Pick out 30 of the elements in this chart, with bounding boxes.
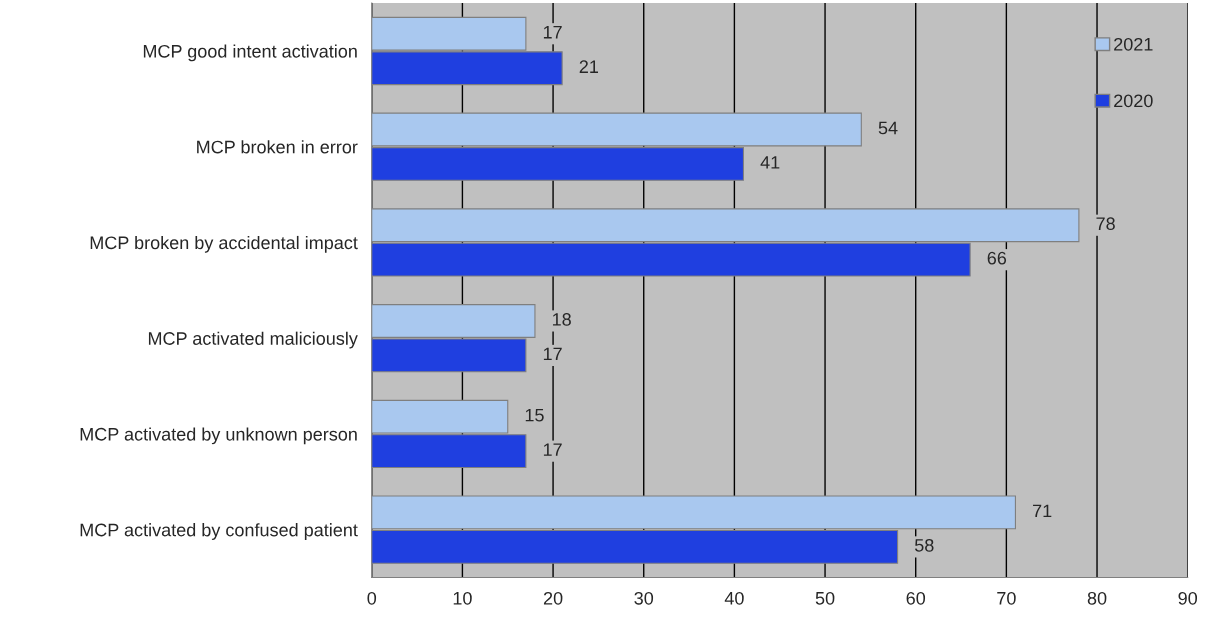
- data-label: 18: [552, 313, 571, 326]
- x-tick-label: 0: [367, 591, 377, 605]
- x-tick-label: 80: [1087, 591, 1107, 605]
- y-tick-label: MCP broken by accidental impact: [90, 235, 358, 253]
- x-tick-label: 50: [815, 591, 835, 605]
- y-tick-label: MCP activated by confused patient: [80, 523, 358, 540]
- data-label: 15: [525, 408, 544, 422]
- x-tick-label: 30: [634, 591, 654, 605]
- data-label: 71: [1033, 504, 1052, 518]
- x-tick-label: 70: [997, 591, 1016, 605]
- legend-label: 2020: [1114, 94, 1153, 108]
- x-tick-label: 90: [1178, 591, 1198, 605]
- data-label: 78: [1096, 217, 1115, 231]
- y-tick-label: MCP broken in error: [197, 140, 358, 154]
- data-label: 17: [543, 347, 562, 361]
- y-tick-label: MCP activated maliciously: [148, 331, 358, 349]
- data-label: 66: [987, 251, 1007, 265]
- x-tick-label: 40: [724, 591, 744, 605]
- x-tick-label: 10: [453, 591, 472, 605]
- x-tick-label: 60: [906, 591, 926, 605]
- y-tick-label: MCP good intent activation: [143, 44, 357, 62]
- legend-label: 2021: [1114, 37, 1153, 51]
- data-label: 58: [914, 538, 934, 552]
- x-tick-label: 20: [543, 591, 563, 605]
- data-label: 21: [579, 60, 599, 73]
- data-label: 41: [760, 156, 780, 169]
- data-label: 54: [878, 121, 898, 135]
- y-tick-label: MCP activated by unknown person: [80, 427, 357, 445]
- data-label: 17: [543, 25, 562, 39]
- data-label: 17: [543, 443, 562, 456]
